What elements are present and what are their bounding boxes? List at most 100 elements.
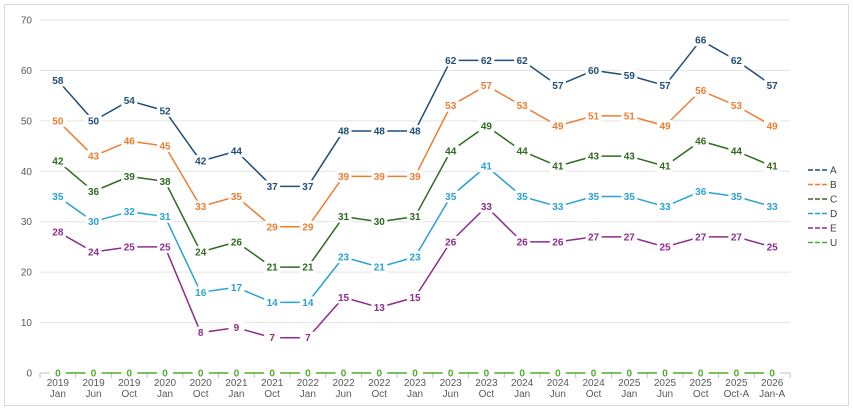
- data-label-e: 26: [445, 237, 457, 248]
- x-tick-label-year: 2019: [118, 378, 141, 389]
- data-label-d: 41: [481, 162, 493, 173]
- data-label-b: 43: [88, 152, 100, 163]
- data-label-a: 37: [267, 182, 279, 193]
- data-label-c: 24: [195, 247, 207, 258]
- y-tick-label: 50: [21, 116, 33, 127]
- x-tick-label-year: 2021: [261, 378, 284, 389]
- data-label-bg: [49, 367, 66, 379]
- x-tick-label-period: Jan: [514, 389, 530, 400]
- data-label-bg: [157, 240, 173, 253]
- data-label-bg: [49, 74, 66, 87]
- data-label-bg: [657, 119, 673, 132]
- data-label-b: 53: [445, 101, 457, 112]
- x-tick-label-period: Jun: [443, 389, 459, 400]
- data-label-bg: [478, 79, 495, 92]
- data-label-d: 33: [767, 202, 779, 213]
- data-label-e: 24: [88, 247, 100, 258]
- data-label-c: 31: [409, 212, 421, 223]
- data-label-a: 50: [88, 116, 100, 127]
- data-label-c: 41: [659, 162, 671, 173]
- x-tick-label-year: 2024: [511, 378, 534, 389]
- data-label-c: 31: [338, 212, 350, 223]
- data-label-bg: [192, 286, 209, 299]
- x-tick-label-period: Jan: [407, 389, 423, 400]
- data-label-b: 51: [588, 111, 600, 122]
- data-label-a: 52: [159, 106, 171, 117]
- data-label-e: 26: [517, 237, 529, 248]
- data-label-c: 38: [159, 177, 171, 188]
- x-tick-label-year: 2019: [47, 378, 70, 389]
- data-label-bg: [728, 367, 745, 379]
- data-label-bg: [371, 367, 388, 379]
- data-label-bg: [335, 291, 352, 304]
- data-label-c: 30: [374, 217, 386, 228]
- data-label-a: 58: [52, 76, 64, 87]
- legend-label-a: A: [830, 166, 837, 177]
- data-label-d: 31: [159, 212, 171, 223]
- data-label-c: 44: [731, 147, 743, 158]
- data-label-bg: [549, 200, 566, 213]
- x-tick-label-period: Jan: [228, 389, 244, 400]
- data-label-e: 25: [124, 242, 136, 253]
- data-label-bg: [157, 140, 173, 153]
- chart-frame: [4, 4, 849, 406]
- data-label-bg: [371, 261, 388, 274]
- data-label-bg: [514, 190, 531, 203]
- data-label-bg: [764, 119, 781, 132]
- data-label-bg: [692, 84, 709, 97]
- data-label-u: 0: [769, 369, 775, 380]
- data-label-c: 43: [624, 152, 636, 163]
- x-tick-label-year: 2025: [690, 378, 713, 389]
- y-tick-label: 10: [21, 318, 33, 329]
- data-label-e: 27: [588, 232, 600, 243]
- data-label-b: 46: [124, 137, 136, 148]
- data-label-d: 32: [124, 207, 136, 218]
- y-tick-label: 20: [21, 268, 33, 279]
- data-label-b: 29: [267, 222, 279, 233]
- data-label-bg: [264, 180, 281, 193]
- data-label-bg: [407, 291, 423, 304]
- legend-label-c: C: [830, 195, 837, 206]
- data-label-bg: [728, 99, 745, 112]
- data-label-d: 36: [695, 187, 707, 198]
- data-label-bg: [621, 190, 638, 203]
- x-tick-label-year: 2023: [404, 378, 427, 389]
- data-label-bg: [728, 190, 745, 203]
- x-tick-label-year: 2024: [582, 378, 605, 389]
- data-label-bg: [514, 235, 531, 248]
- data-label-bg: [442, 54, 459, 67]
- data-label-bg: [692, 135, 709, 148]
- data-label-bg: [121, 94, 138, 107]
- data-label-bg: [478, 200, 495, 213]
- grid-lines: [40, 19, 790, 324]
- x-tick-label-period: Oct: [479, 389, 495, 400]
- data-label-e: 9: [234, 323, 240, 334]
- y-tick-label: 40: [21, 167, 33, 178]
- y-tick-label: 0: [26, 369, 32, 380]
- data-label-u: 0: [162, 369, 168, 380]
- data-label-bg: [49, 225, 66, 238]
- legend-label-b: B: [830, 180, 837, 191]
- data-label-bg: [585, 190, 602, 203]
- data-label-bg: [371, 124, 388, 137]
- data-label-bg: [121, 170, 138, 183]
- data-label-a: 48: [409, 126, 421, 137]
- data-label-bg: [764, 200, 781, 213]
- data-label-bg: [728, 145, 745, 158]
- x-tick-label-year: 2026: [761, 378, 784, 389]
- data-label-bg: [478, 160, 495, 173]
- data-label-b: 49: [552, 121, 564, 132]
- data-label-d: 16: [195, 288, 207, 299]
- data-label-u: 0: [198, 369, 204, 380]
- data-label-b: 39: [409, 172, 421, 183]
- x-tick-label-period: Jun: [657, 389, 673, 400]
- data-label-bg: [478, 119, 495, 132]
- data-label-d: 21: [374, 263, 386, 274]
- data-label-u: 0: [127, 369, 133, 380]
- x-tick-label-period: Oct: [193, 389, 209, 400]
- x-tick-label-year: 2020: [190, 378, 213, 389]
- data-label-b: 33: [195, 202, 207, 213]
- data-label-bg: [85, 114, 102, 127]
- data-label-a: 57: [552, 81, 564, 92]
